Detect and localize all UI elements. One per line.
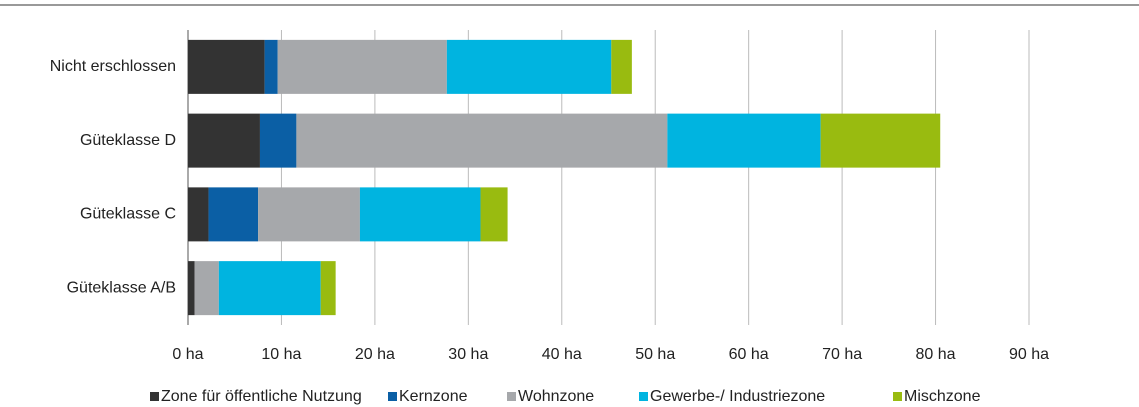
bar-segment [208, 187, 259, 242]
legend-swatch [150, 392, 159, 401]
bar-segment [259, 113, 297, 168]
bar-segment [820, 113, 941, 168]
x-tick-label: 40 ha [542, 346, 582, 363]
y-tick-label: Güteklasse A/B [67, 279, 176, 296]
bar-segment [218, 261, 321, 316]
bar-segment [320, 261, 336, 316]
bar-segment [188, 187, 209, 242]
x-tick-label: 70 ha [822, 346, 862, 363]
bar-segment [480, 187, 508, 242]
legend-label: Gewerbe-/ Industriezone [650, 388, 825, 405]
bar-segment [359, 187, 481, 242]
x-tick-label: 20 ha [355, 346, 395, 363]
legend-swatch [639, 392, 648, 401]
bar-segment [188, 261, 195, 316]
bar-segment [258, 187, 360, 242]
y-tick-label: Güteklasse D [80, 132, 176, 149]
x-tick-label: 50 ha [635, 346, 675, 363]
x-tick-label: 0 ha [172, 346, 203, 363]
x-tick-label: 30 ha [448, 346, 488, 363]
bar-segment [194, 261, 219, 316]
bar-segment [264, 39, 278, 94]
legend-swatch [507, 392, 516, 401]
legend-label: Kernzone [399, 388, 468, 405]
legend-label: Zone für öffentliche Nutzung [161, 388, 362, 405]
bar-segment [611, 39, 632, 94]
x-tick-label: 10 ha [261, 346, 301, 363]
x-tick-label: 80 ha [916, 346, 956, 363]
y-tick-label: Güteklasse C [80, 206, 176, 223]
bar-segment [277, 39, 447, 94]
bar-segment [667, 113, 821, 168]
bar-segment [296, 113, 668, 168]
y-tick-label: Nicht erschlossen [50, 58, 176, 75]
x-tick-label: 60 ha [729, 346, 769, 363]
bar-segment [188, 113, 260, 168]
legend-label: Wohnzone [518, 388, 594, 405]
bar-segment [446, 39, 612, 94]
legend-swatch [893, 392, 902, 401]
bar-segment [188, 39, 265, 94]
x-tick-label: 90 ha [1009, 346, 1049, 363]
legend-swatch [388, 392, 397, 401]
legend-label: Mischzone [904, 388, 981, 405]
